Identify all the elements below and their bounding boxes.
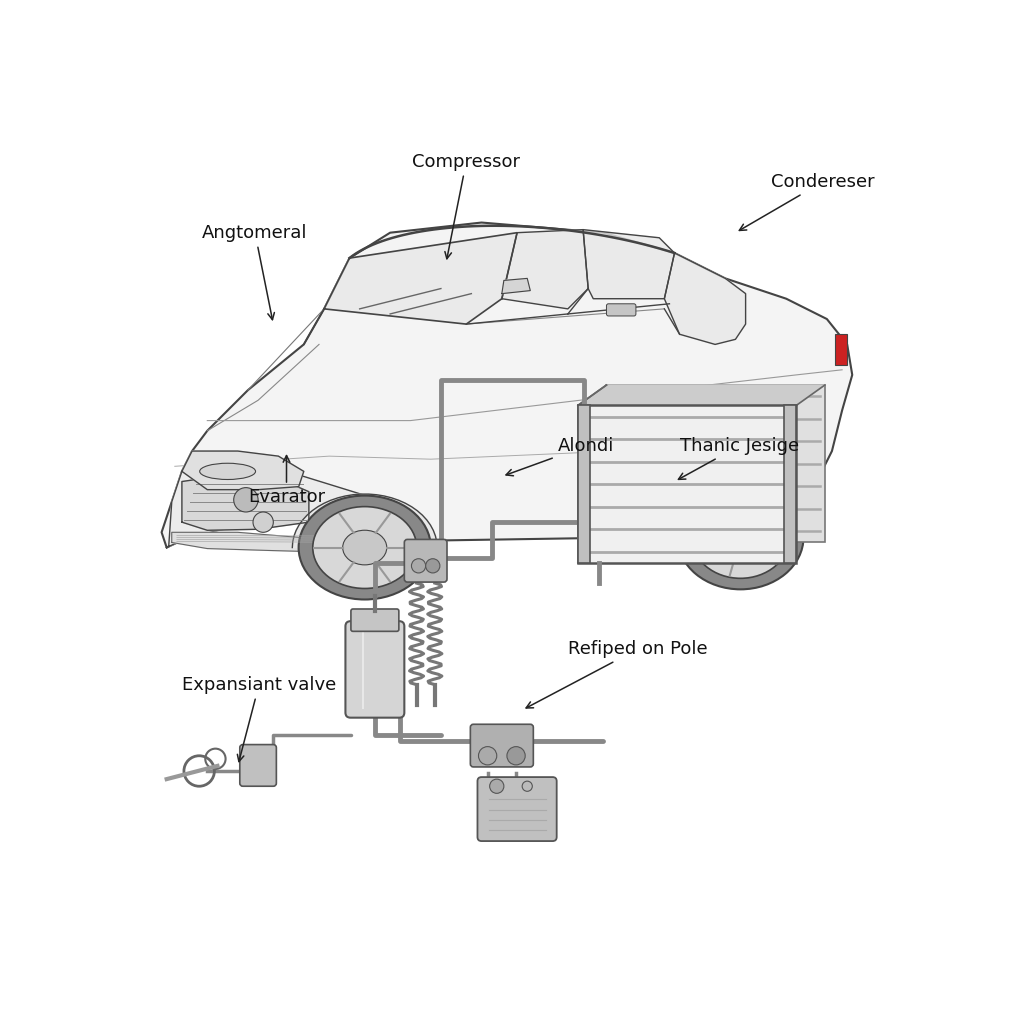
Text: Compressor: Compressor (413, 153, 520, 259)
Bar (606, 385, 824, 543)
Ellipse shape (692, 497, 790, 579)
Polygon shape (162, 222, 852, 548)
Ellipse shape (678, 485, 804, 590)
Circle shape (522, 781, 532, 792)
Polygon shape (578, 385, 824, 406)
Bar (578, 406, 797, 563)
FancyBboxPatch shape (404, 540, 447, 582)
Polygon shape (502, 279, 530, 294)
Polygon shape (665, 253, 745, 344)
Text: Alondi: Alondi (506, 437, 614, 476)
Polygon shape (583, 229, 675, 299)
Polygon shape (292, 495, 437, 548)
FancyBboxPatch shape (470, 724, 534, 767)
Ellipse shape (312, 507, 417, 589)
Ellipse shape (200, 463, 256, 479)
Ellipse shape (343, 530, 387, 565)
Ellipse shape (720, 520, 761, 555)
Circle shape (478, 746, 497, 765)
Text: Condereser: Condereser (739, 173, 874, 230)
FancyBboxPatch shape (351, 609, 399, 632)
Polygon shape (325, 232, 517, 325)
Ellipse shape (299, 496, 431, 599)
Polygon shape (169, 461, 411, 547)
Circle shape (489, 779, 504, 794)
Text: Refiped on Pole: Refiped on Pole (526, 640, 708, 708)
FancyBboxPatch shape (477, 777, 557, 841)
FancyBboxPatch shape (345, 622, 404, 718)
Polygon shape (182, 451, 304, 489)
Text: Angtomeral: Angtomeral (202, 223, 308, 319)
Bar (784, 406, 797, 563)
Polygon shape (672, 484, 810, 538)
Circle shape (426, 559, 440, 573)
Polygon shape (502, 229, 588, 309)
Text: Thanic Jesige: Thanic Jesige (679, 437, 799, 479)
Polygon shape (578, 385, 606, 563)
Circle shape (507, 746, 525, 765)
FancyBboxPatch shape (606, 304, 636, 316)
Bar (835, 334, 847, 365)
Text: Evarator: Evarator (248, 456, 325, 506)
Text: Expansiant valve: Expansiant valve (182, 676, 336, 762)
Polygon shape (172, 532, 406, 555)
Polygon shape (182, 473, 309, 530)
Bar (578, 406, 590, 563)
FancyBboxPatch shape (240, 744, 276, 786)
Circle shape (233, 487, 258, 512)
Circle shape (412, 559, 426, 573)
Circle shape (253, 512, 273, 532)
